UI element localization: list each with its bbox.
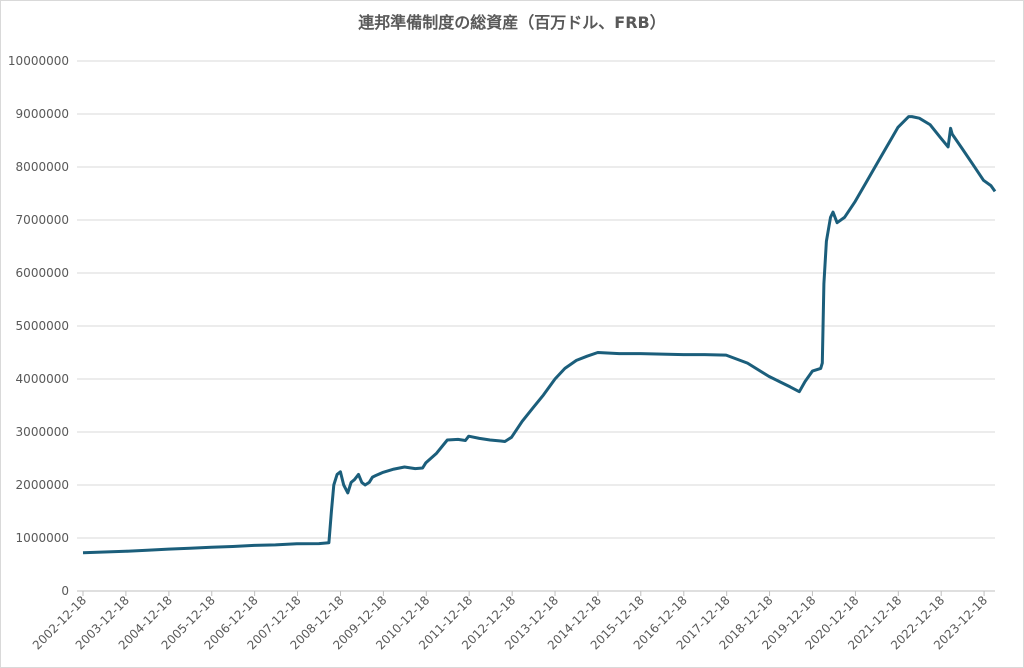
y-tick-label: 3000000 [16, 425, 69, 439]
series-line [82, 115, 997, 555]
y-tick-label: 0 [61, 584, 69, 598]
y-tick-label: 10000000 [8, 54, 69, 68]
y-tick-label: 7000000 [16, 213, 69, 227]
y-tick-label: 4000000 [16, 372, 69, 386]
y-tick-label: 8000000 [16, 160, 69, 174]
y-tick-label: 1000000 [16, 531, 69, 545]
y-tick-label: 2000000 [16, 478, 69, 492]
chart-title: 連邦準備制度の総資産（百万ドル、FRB） [358, 13, 665, 32]
y-tick-label: 6000000 [16, 266, 69, 280]
y-tick-label: 9000000 [16, 107, 69, 121]
y-tick-label: 5000000 [16, 319, 69, 333]
